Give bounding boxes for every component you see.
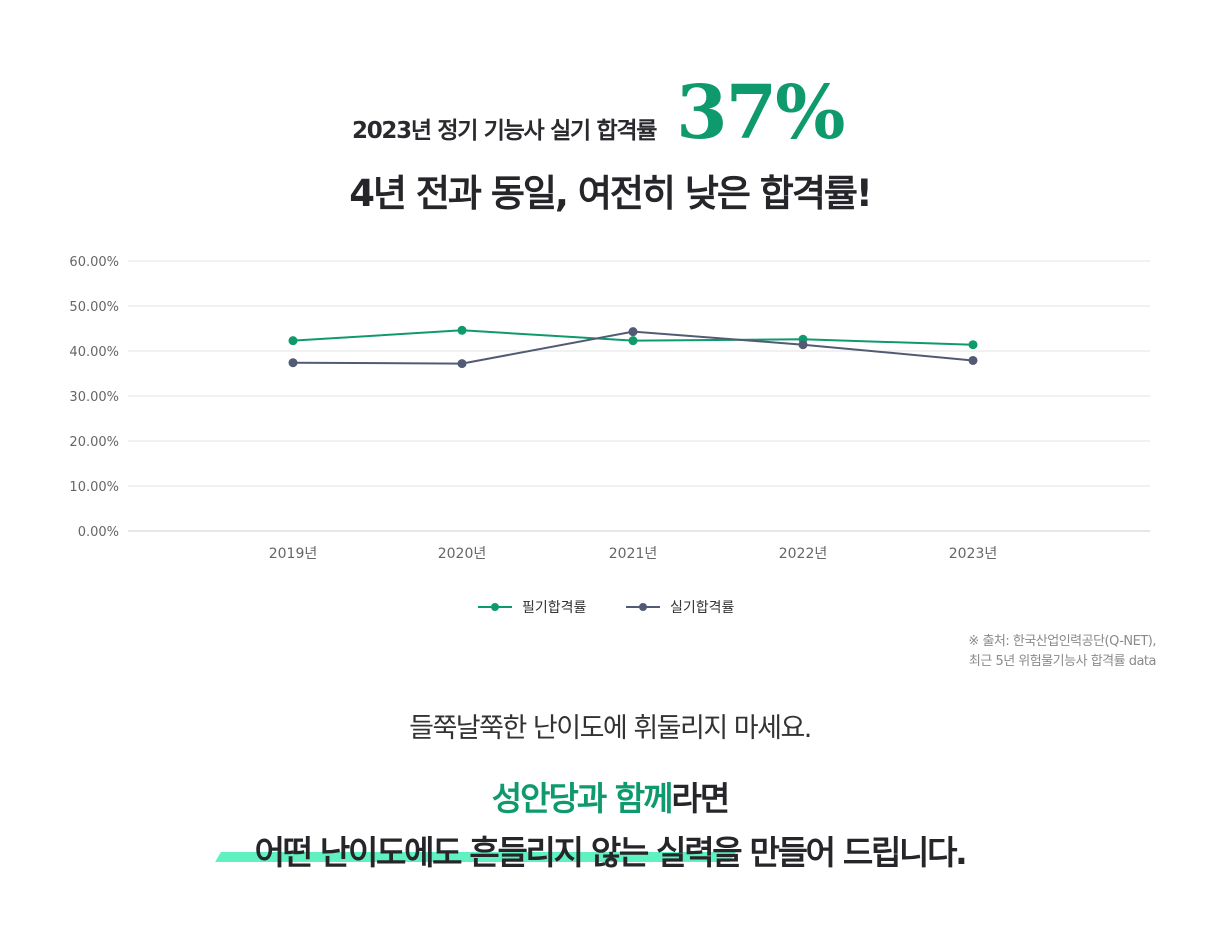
x-tick-label: 2023년: [949, 546, 998, 562]
x-tick-label: 2022년: [779, 546, 828, 562]
data-point-practical: [628, 327, 638, 337]
legend-item-practical: 실기합격률: [626, 597, 734, 617]
chart-legend: 필기합격률 실기합격률: [0, 597, 1220, 617]
x-tick-label: 2021년: [609, 546, 658, 562]
data-point-written: [628, 336, 638, 346]
y-tick-label: 0.00%: [78, 525, 119, 540]
y-tick-label: 30.00%: [69, 390, 119, 405]
data-point-practical: [457, 359, 467, 369]
headline: 2023년 정기 기능사 실기 합격률 37%: [0, 68, 1220, 158]
source-line-1: ※ 출처: 한국산업인력공단(Q-NET),: [968, 634, 1156, 649]
closing-brand: 성안당과 함께: [491, 779, 674, 818]
data-point-practical: [798, 340, 808, 350]
data-point-practical: [288, 358, 298, 368]
subheadline: 4년 전과 동일, 여전히 낮은 합격률!: [349, 172, 873, 215]
closing-suffix: 라면: [671, 779, 730, 818]
y-tick-label: 10.00%: [69, 480, 119, 495]
closing-line-1: 성안당과 함께라면: [0, 772, 1220, 820]
y-tick-label: 20.00%: [69, 435, 119, 450]
closing-line-2: 어떤 난이도에도 흔들리지 않는 실력을 만들어 드립니다.: [254, 833, 968, 872]
legend-swatch-practical: [626, 602, 660, 612]
data-point-written: [288, 336, 298, 346]
tagline: 들쭉날쭉한 난이도에 휘둘리지 마세요.: [409, 713, 812, 744]
legend-item-written: 필기합격률: [478, 597, 586, 617]
y-tick-label: 50.00%: [69, 300, 119, 315]
x-tick-label: 2019년: [269, 546, 318, 562]
data-point-written: [968, 340, 978, 350]
pass-rate-line-chart: 0.00% 10.00% 20.00% 30.00% 40.00% 50.00% 60.00…: [69, 255, 1150, 562]
headline-text: 2023년 정기 기능사 실기 합격률: [352, 118, 657, 144]
source-line-2: 최근 5년 위험물기능사 합격률 data: [968, 654, 1157, 669]
data-point-written: [457, 325, 467, 335]
source-note: ※ 출처: 한국산업인력공단(Q-NET), 최근 5년 위험물기능사 합격률 …: [968, 632, 1156, 672]
data-point-practical: [968, 355, 978, 365]
legend-swatch-written: [478, 602, 512, 612]
headline-pass-rate: 37%: [676, 70, 845, 156]
y-tick-label: 40.00%: [69, 345, 119, 360]
legend-label-written: 필기합격률: [522, 600, 587, 616]
legend-label-practical: 실기합격률: [670, 600, 735, 616]
x-tick-label: 2020년: [438, 546, 487, 562]
y-tick-label: 60.00%: [69, 255, 119, 270]
